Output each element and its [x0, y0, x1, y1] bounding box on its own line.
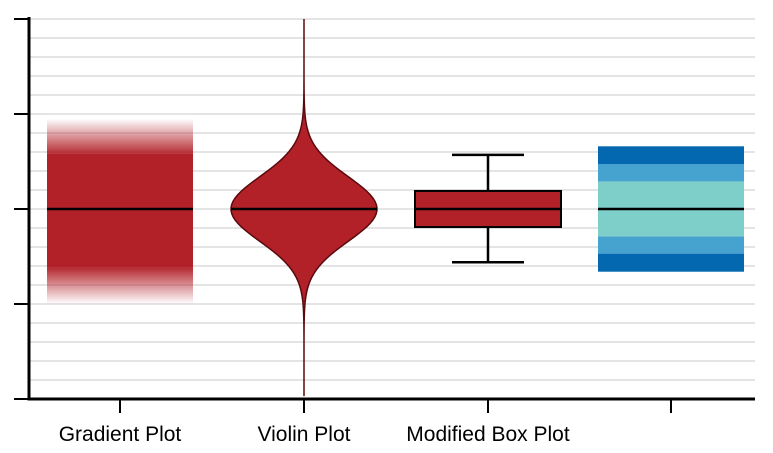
x-tick-label: Gradient Plot — [59, 423, 182, 446]
band-segment — [598, 236, 744, 254]
x-tick-label: Violin Plot — [257, 423, 350, 446]
gradient-core — [47, 153, 193, 268]
x-tick-label: Modified Box Plot — [406, 423, 570, 446]
axes — [14, 17, 755, 413]
gradient-fade-top — [47, 118, 193, 154]
band-segment — [598, 253, 744, 272]
band-segment — [598, 164, 744, 182]
chart-marks — [47, 19, 744, 397]
gradient-fade-bottom — [47, 267, 193, 304]
band-segment — [598, 146, 744, 165]
category-labels: Gradient Plot Violin Plot Modified Box P… — [59, 423, 570, 446]
violin-shape — [230, 19, 378, 397]
